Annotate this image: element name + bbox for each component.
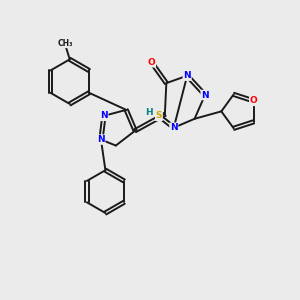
Text: N: N — [201, 91, 209, 100]
Text: N: N — [170, 123, 178, 132]
Text: N: N — [97, 135, 105, 144]
Text: O: O — [148, 58, 155, 67]
Text: CH₃: CH₃ — [58, 38, 73, 47]
Text: H: H — [145, 108, 152, 117]
Text: N: N — [183, 71, 191, 80]
Text: S: S — [156, 111, 162, 120]
Text: N: N — [100, 111, 108, 120]
Text: O: O — [250, 96, 257, 105]
